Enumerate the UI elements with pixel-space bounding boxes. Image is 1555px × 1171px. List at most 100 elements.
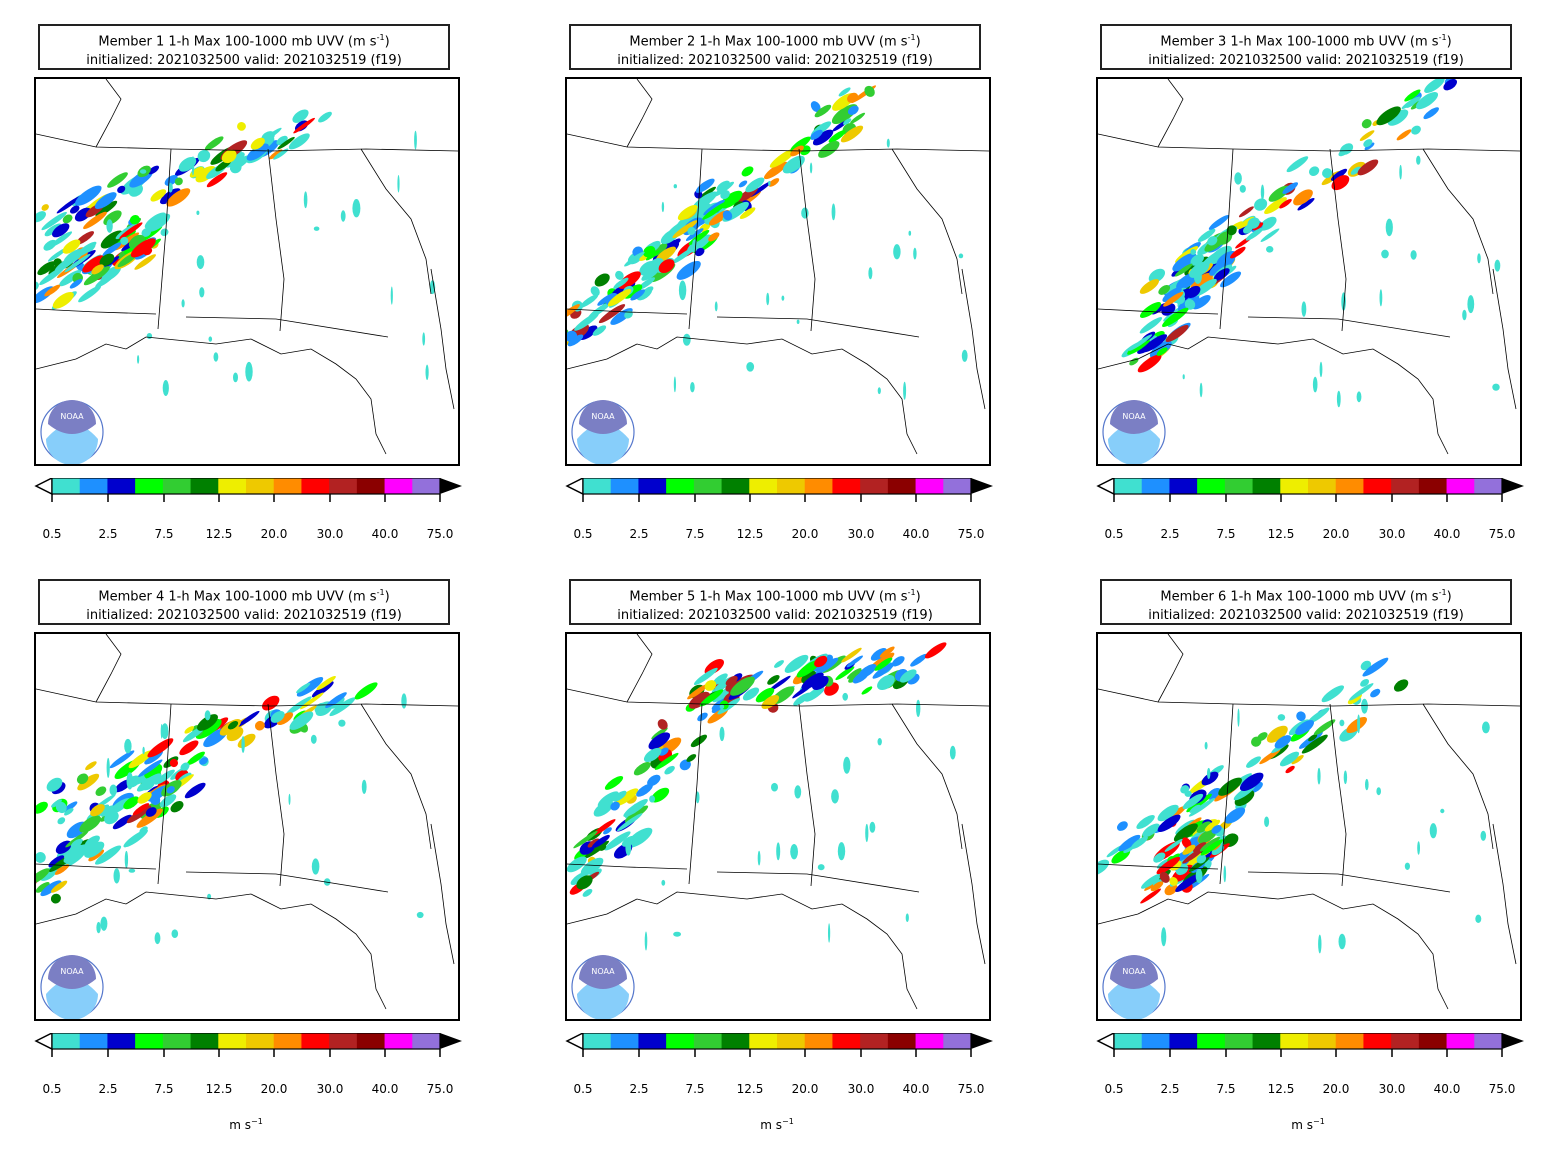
uvv-cell <box>1379 289 1383 307</box>
uvv-cell <box>1156 858 1171 869</box>
uvv-cell <box>354 682 378 700</box>
uvv-cell <box>196 210 200 215</box>
colorbar-tick-label: 0.5 <box>42 1082 62 1096</box>
uvv-field <box>1098 657 1490 954</box>
uvv-cell <box>1331 175 1350 191</box>
uvv-cell <box>1174 263 1193 277</box>
coastline <box>1492 268 1517 410</box>
colorbar-segment <box>721 478 750 494</box>
uvv-cell <box>1139 279 1159 294</box>
uvv-cell <box>1467 295 1475 314</box>
colorbar-segment <box>943 478 972 494</box>
uvv-cell <box>702 201 728 220</box>
uvv-cell <box>195 165 216 183</box>
uvv-cell <box>676 260 701 280</box>
uvv-cell <box>184 782 206 799</box>
colorbar-tick-label: 75.0 <box>426 1082 454 1096</box>
uvv-cell <box>905 913 909 922</box>
uvv-cell <box>1411 125 1421 135</box>
uvv-cell <box>858 663 877 679</box>
colorbar-tick-label: 20.0 <box>791 1082 819 1096</box>
uvv-cell <box>626 827 653 848</box>
uvv-cell <box>703 199 725 216</box>
uvv-cell <box>1196 854 1207 864</box>
colorbar-segment <box>1418 1033 1448 1049</box>
colorbar-under-extension <box>1096 1033 1115 1051</box>
uvv-cell <box>108 798 131 815</box>
uvv-cell <box>1201 771 1219 786</box>
uvv-cell <box>913 247 917 260</box>
uvv-cell <box>672 220 698 239</box>
uvv-cell <box>1142 823 1160 838</box>
colorbar-segment <box>1335 478 1364 494</box>
uvv-cell <box>1266 246 1274 253</box>
colorbar-segment <box>1224 478 1254 494</box>
uvv-cell <box>908 230 912 236</box>
uvv-cell <box>69 205 80 214</box>
uvv-cell <box>85 761 97 771</box>
uvv-cell <box>1357 714 1361 734</box>
uvv-cell <box>340 210 346 222</box>
uvv-cell <box>57 817 66 825</box>
colorbar-tick-label: 75.0 <box>957 1082 985 1096</box>
uvv-cell <box>414 130 417 150</box>
member-label: Member 1 <box>98 34 165 50</box>
uvv-cell <box>877 387 881 395</box>
colorbar-segment <box>666 478 695 494</box>
uvv-cell <box>1410 250 1417 260</box>
uvv-cell <box>864 85 875 97</box>
uvv-cell <box>54 864 70 875</box>
uvv-cell <box>719 704 725 710</box>
state-border <box>1157 79 1184 148</box>
uvv-cell <box>168 182 173 193</box>
uvv-cell <box>1477 253 1481 264</box>
uvv-cell <box>838 87 851 97</box>
uvv-cell <box>95 273 116 288</box>
uvv-cell <box>1161 927 1167 947</box>
colorbar-segment <box>412 1033 441 1049</box>
uvv-cell <box>1195 868 1203 884</box>
product-label: 1-h Max 100-1000 mb UVV (m s <box>699 34 908 50</box>
uvv-cell <box>654 752 679 770</box>
state-border <box>567 308 688 315</box>
uvv-field <box>567 642 956 951</box>
uvv-cell <box>738 180 748 188</box>
uvv-cell <box>673 184 677 189</box>
uvv-map: NOAA <box>1096 77 1522 466</box>
uvv-cell <box>567 334 584 347</box>
uvv-cell <box>742 687 760 701</box>
uvv-cell <box>95 200 118 217</box>
colorbar-tick-label: 75.0 <box>957 527 985 541</box>
uvv-cell <box>580 857 604 876</box>
uvv-cell <box>241 736 245 753</box>
uvv-cell <box>645 250 661 261</box>
uvv-cell <box>100 916 108 931</box>
uvv-cell <box>1116 821 1128 831</box>
uvv-cell <box>1159 871 1170 883</box>
uvv-cell <box>607 289 632 307</box>
uvv-cell <box>44 223 62 237</box>
uvv-cell <box>647 774 661 787</box>
uvv-cell <box>1259 748 1281 765</box>
uvv-cell <box>877 674 895 691</box>
uvv-cell <box>361 779 367 794</box>
uvv-cell <box>593 800 614 817</box>
uvv-cell <box>1313 719 1336 736</box>
uvv-cell <box>1339 143 1354 155</box>
uvv-cell <box>199 287 205 298</box>
uvv-cell <box>1218 777 1242 796</box>
uvv-cell <box>1098 859 1110 876</box>
state-border <box>1098 688 1520 707</box>
colorbar-segment <box>1141 478 1170 494</box>
uvv-cell <box>610 801 620 811</box>
coastline <box>36 891 387 1010</box>
state-border <box>1247 871 1451 893</box>
noaa-logo-text: NOAA <box>591 412 615 421</box>
uvv-cell <box>1343 770 1348 785</box>
uvv-cell <box>1282 182 1299 194</box>
colorbar <box>34 1033 462 1057</box>
uvv-cell <box>843 756 851 774</box>
uvv-cell <box>1153 852 1166 863</box>
uvv-cell <box>250 137 265 150</box>
colorbar-tick-label: 7.5 <box>1216 1082 1236 1096</box>
